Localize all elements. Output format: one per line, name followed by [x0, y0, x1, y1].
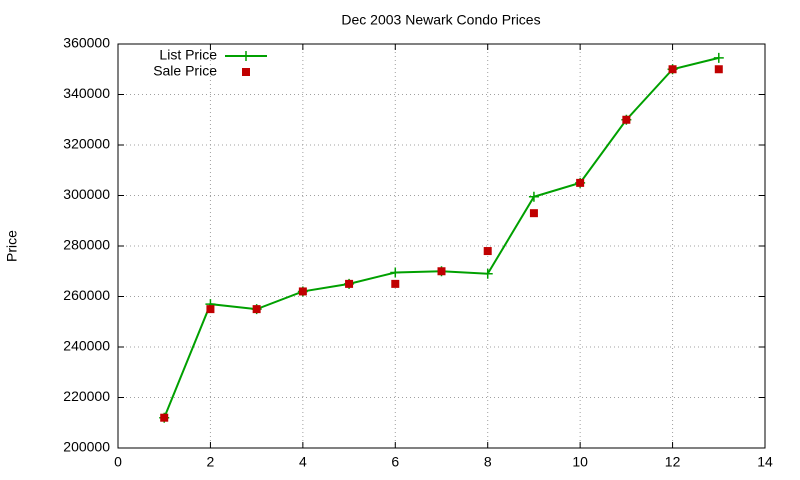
- point: [622, 115, 631, 124]
- point: [390, 267, 401, 278]
- point: [437, 267, 446, 276]
- point: [529, 209, 538, 218]
- y-tick-label: 300000: [63, 186, 110, 202]
- x-tick-label: 6: [391, 454, 399, 470]
- point: [160, 413, 169, 422]
- point: [345, 279, 354, 288]
- point: [576, 178, 585, 187]
- y-tick-label: 240000: [63, 338, 110, 354]
- legend-label: Sale Price: [153, 63, 217, 79]
- chart-title: Dec 2003 Newark Condo Prices: [341, 12, 540, 28]
- point: [714, 65, 723, 74]
- x-tick-label: 8: [484, 454, 492, 470]
- x-tick-label: 2: [207, 454, 215, 470]
- x-tick-label: 14: [757, 454, 773, 470]
- y-tick-label: 200000: [63, 439, 110, 455]
- y-tick-label: 320000: [63, 136, 110, 152]
- point: [391, 279, 400, 288]
- x-tick-label: 12: [665, 454, 681, 470]
- point: [713, 52, 724, 63]
- point: [483, 247, 492, 256]
- point: [668, 65, 677, 74]
- y-tick-label: 260000: [63, 287, 110, 303]
- plot-border: [117, 43, 766, 449]
- y-tick-label: 360000: [63, 35, 110, 51]
- x-tick-label: 0: [114, 454, 122, 470]
- point: [252, 305, 261, 314]
- y-axis-label: Price: [4, 230, 20, 262]
- point: [528, 191, 539, 202]
- legend-label: List Price: [159, 47, 217, 63]
- point: [482, 268, 493, 279]
- y-tick-label: 340000: [63, 85, 110, 101]
- point: [298, 287, 307, 296]
- x-tick-label: 10: [572, 454, 588, 470]
- legend-swatch: [241, 51, 251, 61]
- y-tick-label: 280000: [63, 237, 110, 253]
- point: [206, 305, 215, 314]
- x-tick-label: 4: [299, 454, 307, 470]
- legend-swatch: [242, 68, 250, 76]
- y-tick-label: 220000: [63, 388, 110, 404]
